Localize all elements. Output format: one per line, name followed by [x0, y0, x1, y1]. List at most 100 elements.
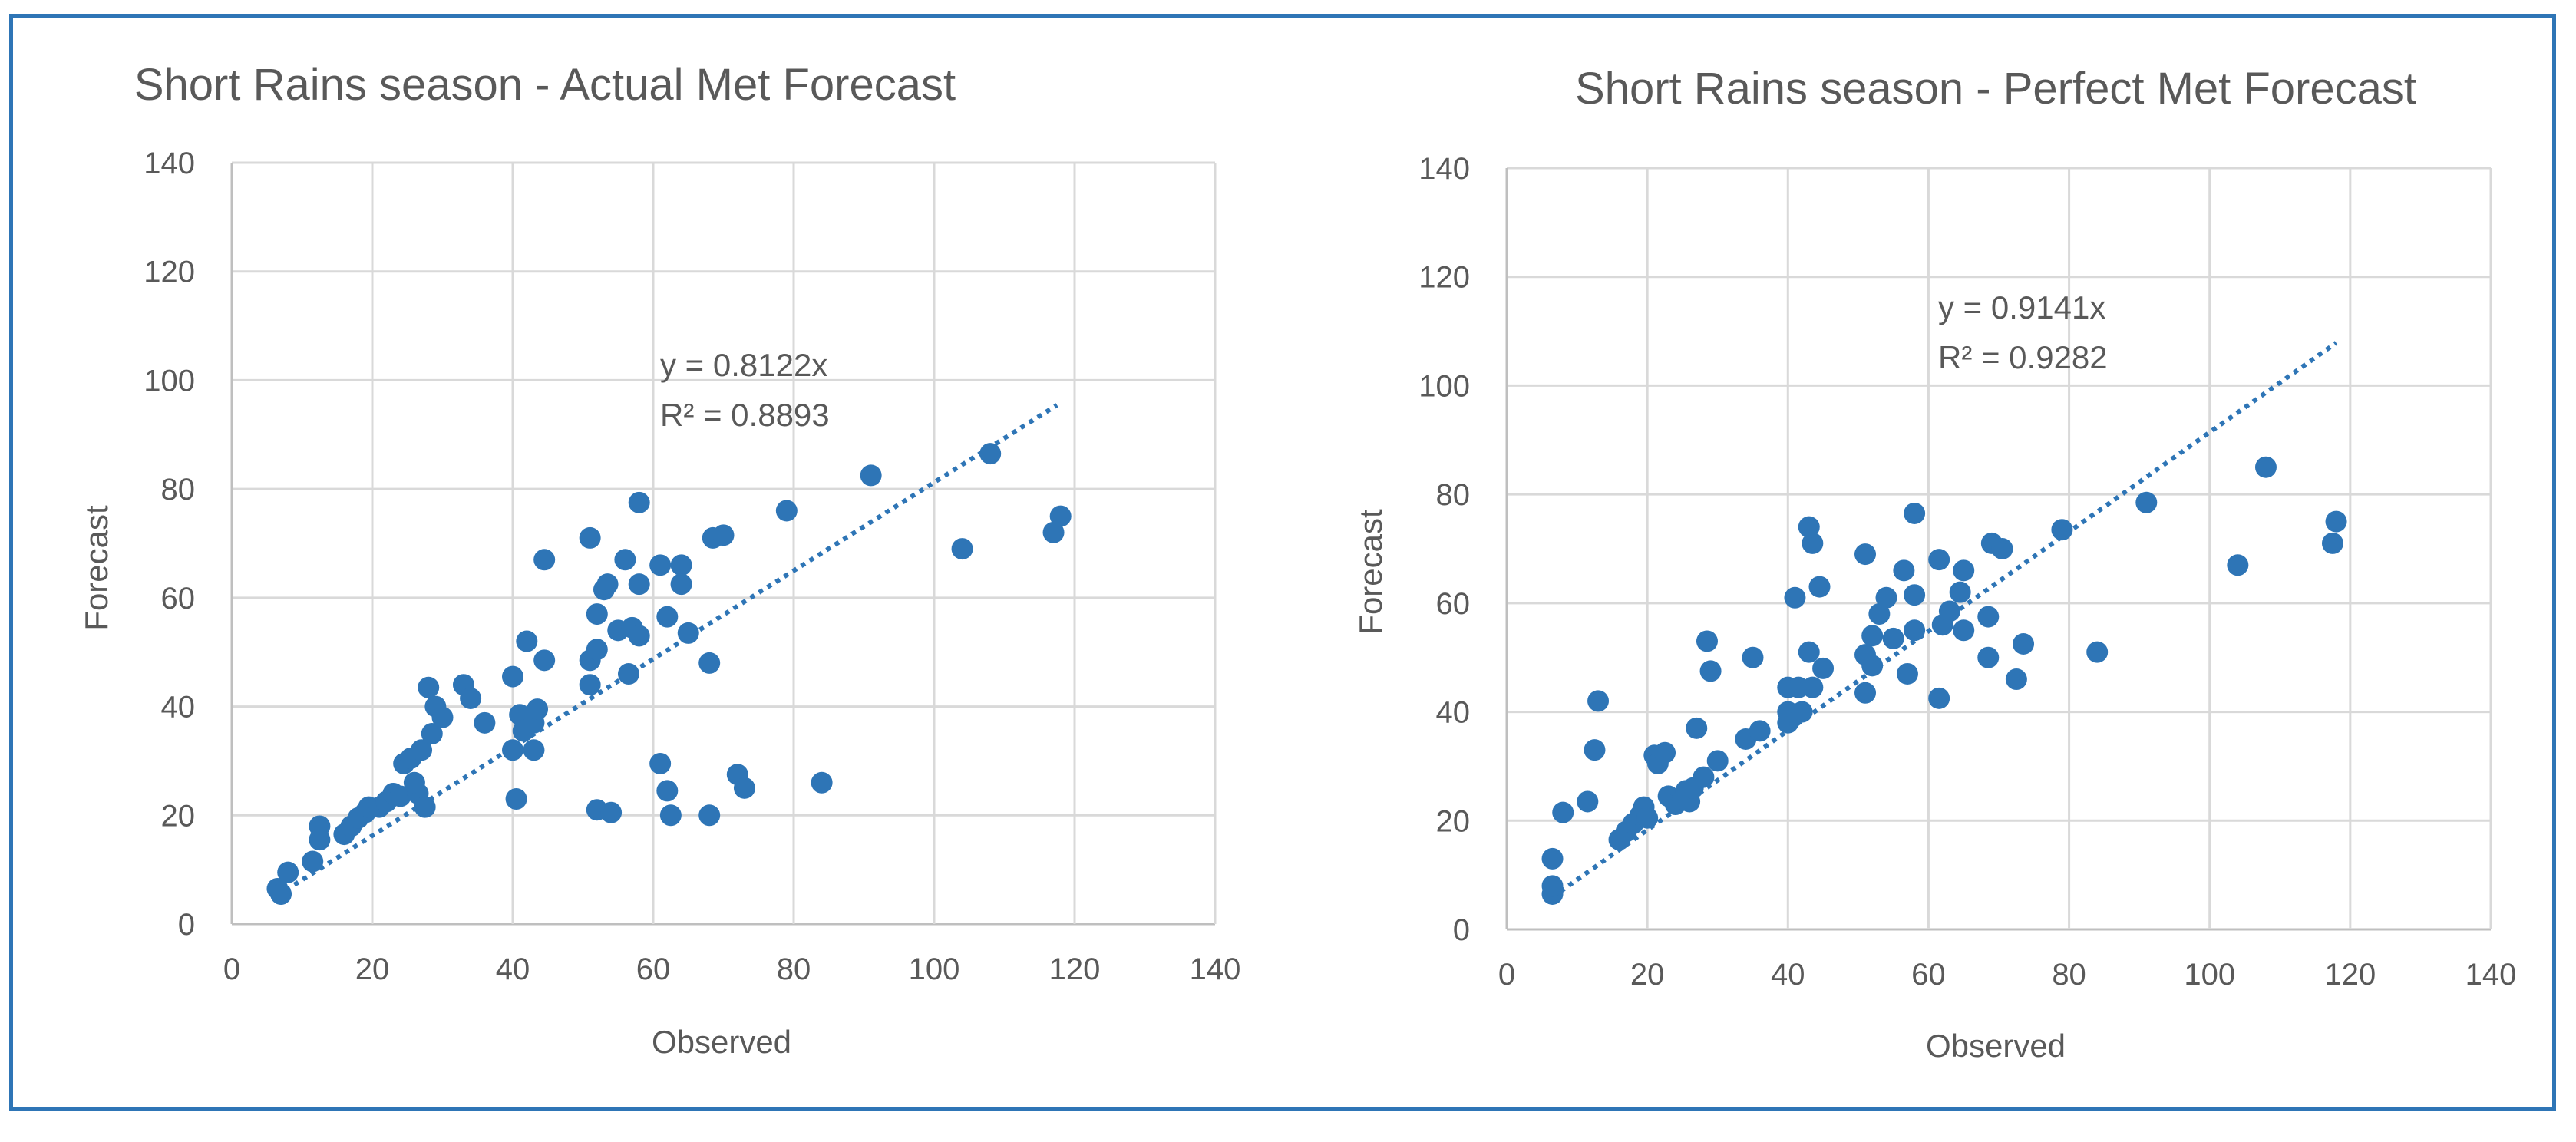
- data-point: [302, 850, 324, 873]
- x-tick-label: 120: [1049, 952, 1101, 986]
- data-point: [1949, 581, 1971, 603]
- x-tick-label: 80: [777, 952, 811, 986]
- x-tick-label: 140: [2465, 958, 2517, 992]
- data-point: [2005, 668, 2027, 691]
- data-point: [502, 665, 523, 688]
- data-point: [1802, 676, 1824, 698]
- data-point: [527, 698, 549, 721]
- gridlines: [1505, 167, 2492, 931]
- data-point: [979, 443, 1002, 465]
- data-point: [431, 706, 454, 728]
- data-point: [2325, 510, 2347, 533]
- data-point: [628, 625, 650, 647]
- data-point: [811, 771, 833, 794]
- x-tick-label: 80: [2052, 958, 2086, 992]
- data-point: [309, 815, 331, 837]
- data-point: [1977, 646, 2000, 668]
- data-point: [586, 639, 608, 661]
- x-tick-label: 100: [2184, 958, 2235, 992]
- data-point: [1938, 600, 1960, 622]
- data-point: [1798, 516, 1820, 538]
- gridlines: [230, 161, 1217, 926]
- x-tick-label: 40: [496, 952, 530, 986]
- chart-title: Short Rains season - Perfect Met Forecas…: [1575, 64, 2416, 114]
- x-tick-label: 20: [1630, 958, 1665, 992]
- r-squared-label: R² = 0.8893: [660, 397, 830, 433]
- y-tick-label: 100: [144, 364, 195, 398]
- data-point: [698, 804, 721, 827]
- data-point: [2135, 491, 2158, 513]
- data-point: [1875, 586, 1897, 609]
- x-tick-labels: 0 20 40 60 80 100 120 140: [223, 952, 1241, 986]
- data-point: [403, 771, 425, 794]
- x-axis-label: Observed: [1926, 1028, 2066, 1064]
- chart-actual-met-forecast: Short Rains season - Actual Met Forecast…: [78, 60, 1240, 1060]
- data-point: [2254, 456, 2277, 478]
- data-point: [1584, 739, 1606, 761]
- data-point: [474, 711, 496, 734]
- y-tick-label: 100: [1418, 369, 1470, 403]
- data-point: [1861, 625, 1884, 647]
- data-point: [670, 573, 692, 596]
- data-point: [860, 464, 882, 487]
- data-point: [586, 603, 608, 625]
- data-point: [617, 663, 639, 685]
- x-axis-label: Observed: [652, 1024, 791, 1060]
- data-point: [1904, 584, 1926, 606]
- data-point: [2227, 554, 2249, 576]
- data-point: [596, 573, 619, 596]
- y-tick-label: 40: [1436, 696, 1471, 730]
- data-point: [516, 630, 538, 652]
- data-point: [1893, 559, 1915, 582]
- data-point: [1791, 701, 1813, 723]
- data-point: [670, 554, 692, 576]
- data-point: [951, 538, 973, 560]
- data-point: [733, 777, 755, 799]
- data-point: [659, 804, 682, 827]
- data-point: [2013, 633, 2035, 655]
- y-tick-label: 20: [161, 799, 196, 833]
- data-point: [1552, 801, 1574, 823]
- data-point: [628, 491, 650, 513]
- y-tick-label: 80: [1436, 478, 1471, 512]
- data-point: [1812, 657, 1835, 679]
- trendline: [276, 403, 1058, 898]
- y-tick-label: 80: [161, 473, 196, 507]
- data-point: [677, 622, 699, 644]
- data-point: [775, 500, 798, 522]
- trendline-equation: y = 0.8122x: [660, 347, 827, 383]
- data-point: [1541, 847, 1564, 870]
- data-point: [1953, 619, 1975, 642]
- data-point: [1742, 646, 1764, 668]
- data-point: [2321, 532, 2343, 554]
- y-tick-label: 60: [1436, 587, 1471, 621]
- data-point: [1854, 543, 1877, 566]
- r-squared-label: R² = 0.9282: [1938, 339, 2108, 375]
- data-points: [1541, 456, 2347, 905]
- y-axis-label: Forecast: [1352, 509, 1389, 635]
- data-point: [712, 524, 735, 546]
- data-point: [1042, 521, 1065, 543]
- x-tick-labels: 0 20 40 60 80 100 120 140: [1498, 958, 2517, 992]
- data-point: [1928, 687, 1950, 709]
- data-point: [1977, 606, 2000, 628]
- data-point: [1049, 505, 1072, 527]
- data-point: [1784, 586, 1806, 609]
- x-tick-label: 60: [1911, 958, 1946, 992]
- data-point: [656, 606, 679, 628]
- y-tick-label: 40: [161, 691, 196, 724]
- data-point: [1928, 549, 1950, 571]
- data-point: [579, 674, 601, 696]
- data-point: [1541, 875, 1564, 897]
- data-point: [1802, 532, 1824, 554]
- data-point: [421, 723, 443, 744]
- x-tick-label: 60: [636, 952, 671, 986]
- data-point: [1636, 807, 1659, 829]
- data-point: [414, 796, 436, 818]
- x-tick-label: 0: [223, 952, 240, 986]
- x-tick-label: 40: [1771, 958, 1805, 992]
- data-point: [1882, 627, 1904, 649]
- data-point: [1699, 660, 1722, 682]
- chart-title: Short Rains season - Actual Met Forecast: [134, 60, 956, 110]
- data-point: [1861, 655, 1884, 677]
